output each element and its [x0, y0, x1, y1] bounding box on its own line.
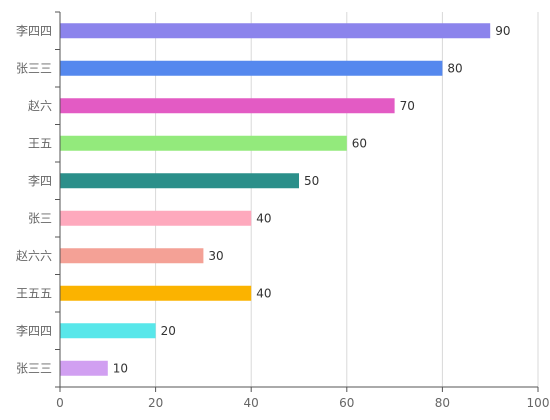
value-labels: 90 80 70 60 50 40 30 40 20 10	[113, 24, 511, 376]
bars	[60, 23, 491, 376]
bar-2	[60, 60, 443, 76]
bar-5	[60, 173, 299, 189]
x-tick-label-80: 80	[435, 396, 450, 410]
x-tick-label-60: 60	[339, 396, 354, 410]
category-label-3: 赵六	[28, 99, 52, 113]
x-tick-label-100: 100	[527, 396, 550, 410]
bar-9	[60, 323, 156, 339]
value-label-3: 70	[400, 99, 415, 113]
bar-3	[60, 98, 395, 114]
value-label-1: 90	[495, 24, 510, 38]
value-label-10: 10	[113, 361, 128, 375]
x-tick-label-20: 20	[148, 396, 163, 410]
category-label-10: 张三三	[16, 361, 52, 375]
category-label-5: 李四	[28, 173, 52, 188]
bar-8	[60, 285, 252, 301]
bar-10	[60, 360, 108, 376]
category-label-8: 王五五	[16, 286, 52, 300]
value-label-8: 40	[256, 286, 271, 300]
value-label-5: 50	[304, 174, 319, 188]
value-label-9: 20	[161, 324, 176, 338]
bar-6	[60, 210, 252, 226]
category-label-9: 李四四	[16, 323, 52, 338]
category-label-1: 李四四	[16, 23, 52, 38]
category-label-4: 王五	[28, 136, 52, 150]
bar-1	[60, 23, 491, 39]
category-label-7: 赵六六	[16, 249, 52, 263]
value-label-2: 80	[447, 61, 462, 75]
category-label-2: 张三三	[16, 61, 52, 75]
category-label-6: 张三	[28, 211, 52, 225]
bar-7	[60, 248, 204, 264]
value-label-7: 30	[208, 249, 223, 263]
bar-4	[60, 135, 347, 151]
value-label-6: 40	[256, 211, 271, 225]
x-tick-label-40: 40	[244, 396, 259, 410]
value-label-4: 60	[352, 136, 367, 150]
x-tick-label-0: 0	[56, 396, 64, 410]
